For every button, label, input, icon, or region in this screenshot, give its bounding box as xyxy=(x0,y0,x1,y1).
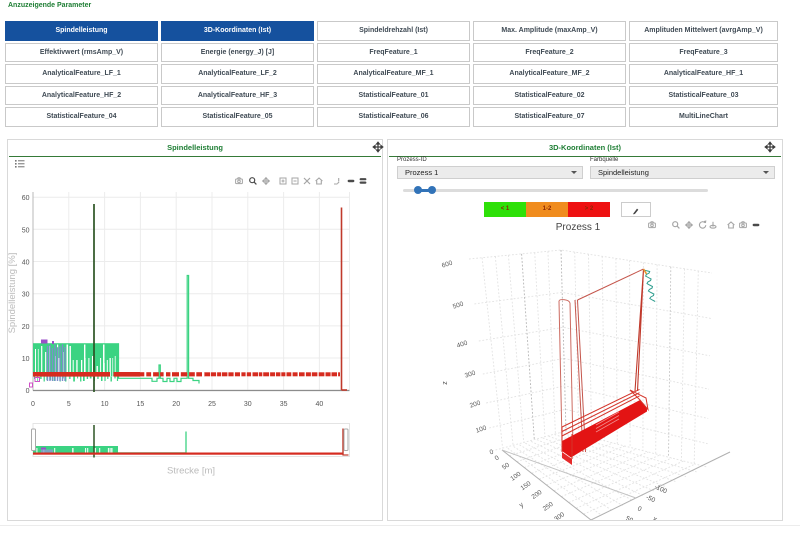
svg-text:0: 0 xyxy=(494,454,501,462)
svg-text:500: 500 xyxy=(452,301,465,311)
svg-text:50: 50 xyxy=(22,227,30,234)
svg-text:15: 15 xyxy=(137,401,145,408)
svg-text:10: 10 xyxy=(101,401,109,408)
svg-text:35: 35 xyxy=(280,401,288,408)
svg-text:Prozess 1: Prozess 1 xyxy=(556,222,601,233)
svg-text:Strecke [m]: Strecke [m] xyxy=(167,466,215,477)
svg-text:20: 20 xyxy=(22,324,30,331)
svg-text:150: 150 xyxy=(520,480,533,492)
svg-text:0: 0 xyxy=(26,388,30,395)
svg-text:10: 10 xyxy=(22,356,30,363)
svg-text:25: 25 xyxy=(208,401,216,408)
svg-text:20: 20 xyxy=(172,401,180,408)
svg-text:250: 250 xyxy=(542,501,555,513)
svg-text:100: 100 xyxy=(509,470,522,482)
svg-text:x: x xyxy=(652,516,659,520)
svg-text:50: 50 xyxy=(625,515,635,520)
svg-text:40: 40 xyxy=(316,401,324,408)
svg-text:50: 50 xyxy=(501,461,511,471)
svg-text:300: 300 xyxy=(464,370,477,380)
svg-text:200: 200 xyxy=(531,489,544,501)
svg-text:-50: -50 xyxy=(645,494,657,504)
svg-text:200: 200 xyxy=(469,400,482,410)
svg-text:100: 100 xyxy=(475,425,488,435)
svg-text:0: 0 xyxy=(31,401,35,408)
svg-text:y: y xyxy=(518,501,525,509)
svg-text:300: 300 xyxy=(553,511,566,520)
svg-text:60: 60 xyxy=(22,195,30,202)
svg-text:z: z xyxy=(442,381,449,385)
svg-text:30: 30 xyxy=(244,401,252,408)
svg-text:30: 30 xyxy=(22,292,30,299)
svg-text:-100: -100 xyxy=(653,483,668,495)
svg-text:Spindelleistung [%]: Spindelleistung [%] xyxy=(8,253,18,334)
svg-text:5: 5 xyxy=(67,401,71,408)
svg-text:0: 0 xyxy=(636,505,643,513)
svg-text:40: 40 xyxy=(22,260,30,267)
svg-text:0: 0 xyxy=(489,449,495,457)
svg-text:400: 400 xyxy=(456,340,469,350)
svg-text:600: 600 xyxy=(441,260,454,270)
